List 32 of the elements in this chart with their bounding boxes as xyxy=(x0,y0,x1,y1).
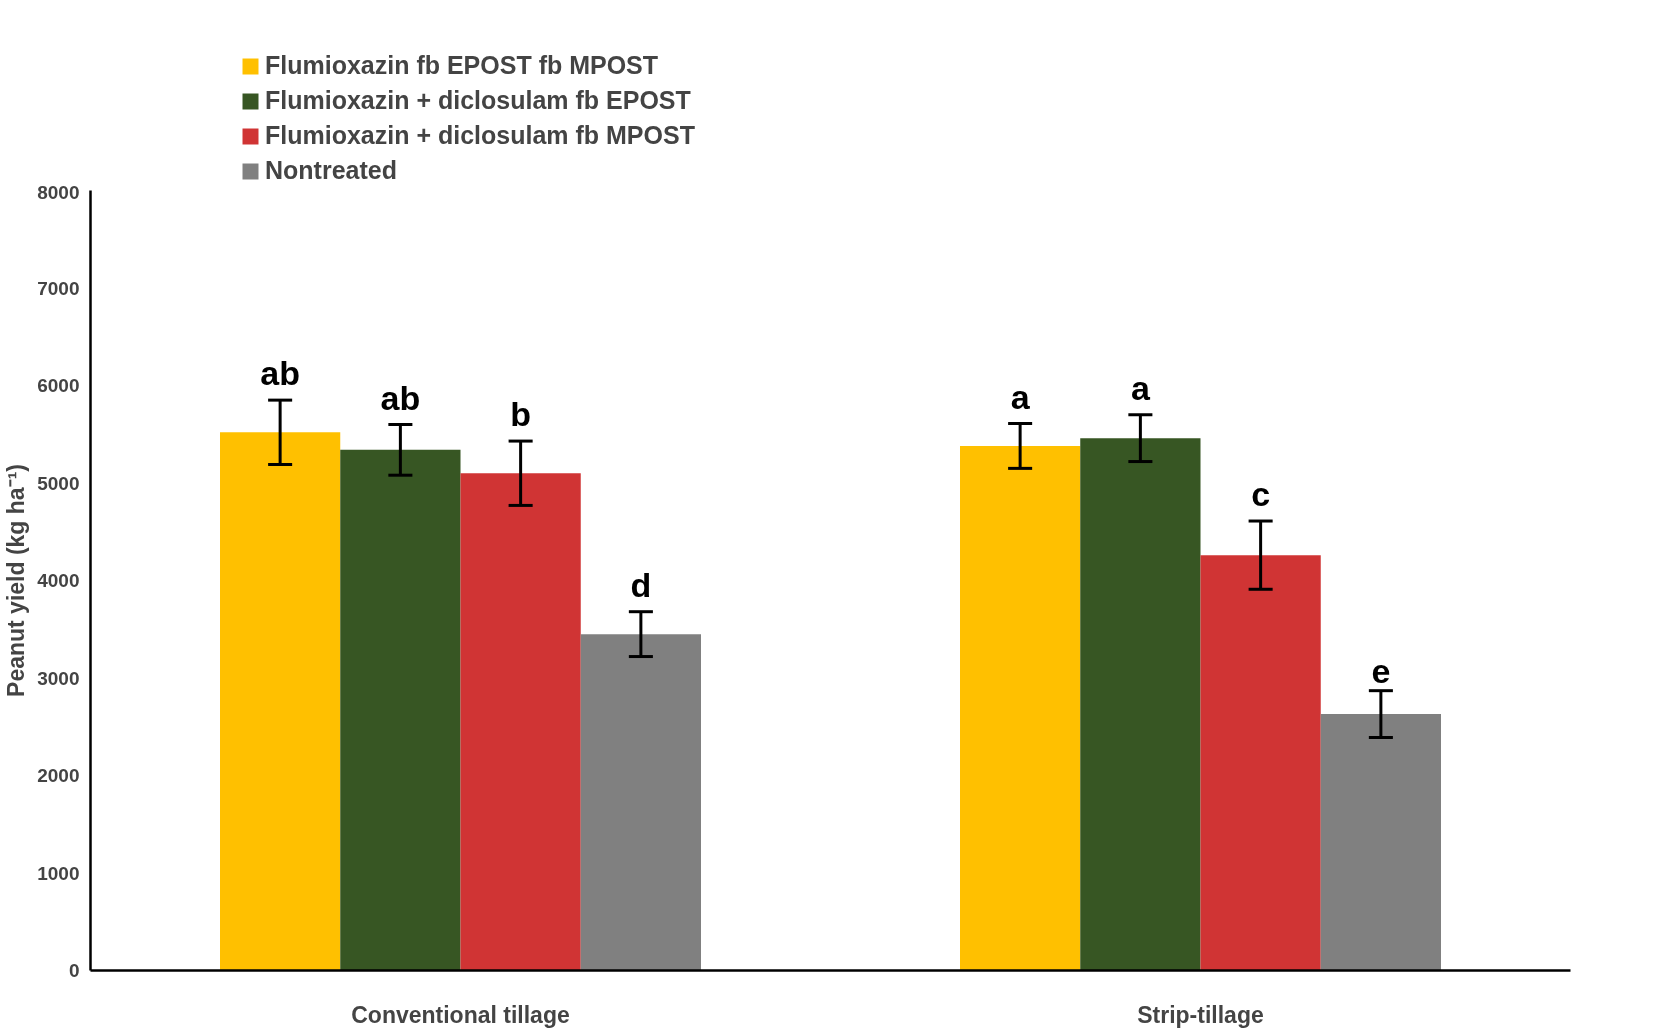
y-tick-label: 4000 xyxy=(37,570,80,591)
bar xyxy=(1080,438,1201,971)
data-label: d xyxy=(630,565,652,604)
y-tick-label: 2000 xyxy=(37,765,80,786)
bar xyxy=(220,432,341,971)
legend-label: Flumioxazin fb EPOST fb MPOST xyxy=(265,51,659,80)
data-label: b xyxy=(510,395,532,434)
data-label: e xyxy=(1371,651,1391,690)
y-tick-label: 3000 xyxy=(37,667,80,689)
bar xyxy=(340,449,461,971)
legend-label: Flumioxazin + diclosulam fb MPOST xyxy=(265,121,695,150)
data-label: a xyxy=(1010,377,1031,416)
bar xyxy=(1200,555,1321,971)
y-tick-label: 6000 xyxy=(37,375,80,396)
y-tick-label: 5000 xyxy=(37,472,80,494)
x-tick-label: Strip-tillage xyxy=(1137,1001,1264,1028)
data-label: ab xyxy=(380,378,421,417)
data-label: ab xyxy=(260,354,300,393)
legend-label: Nontreated xyxy=(265,156,397,185)
y-tick-label: 7000 xyxy=(37,277,80,299)
bar xyxy=(580,634,701,971)
bar xyxy=(960,445,1081,971)
y-tick-label: 0 xyxy=(68,960,80,981)
data-label: a xyxy=(1130,368,1151,407)
y-axis-title: Peanut yield (kg ha⁻¹) xyxy=(3,464,30,697)
legend-label: Flumioxazin + diclosulam fb EPOST xyxy=(265,86,691,115)
bar xyxy=(1320,714,1441,971)
y-tick-label: 1000 xyxy=(37,862,80,884)
x-tick-label: Conventional tillage xyxy=(351,1001,570,1028)
y-tick-label: 8000 xyxy=(37,181,80,203)
data-label: c xyxy=(1251,475,1271,514)
bar xyxy=(460,473,581,971)
